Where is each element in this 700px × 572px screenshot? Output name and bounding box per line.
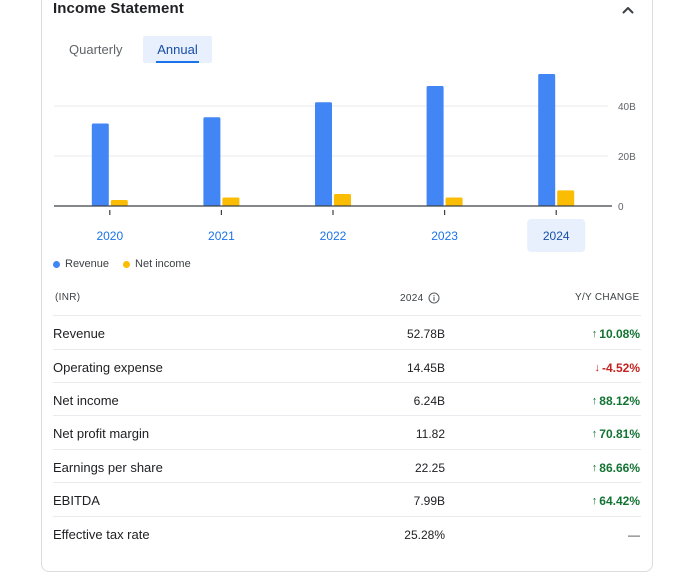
tab-annual-label: Annual [157, 42, 198, 57]
revenue-dot-icon [53, 260, 60, 268]
tab-quarterly[interactable]: Quarterly [69, 42, 123, 57]
income-bar-chart: 0 20B 40B 2020 2021 2022 2023 2024 [54, 74, 636, 252]
revenue-bar[interactable] [203, 117, 221, 206]
row-change-value: 70.81% [599, 427, 640, 441]
row-label: Net income [53, 393, 119, 408]
arrow-up-icon: ↑ [591, 328, 598, 340]
net-income-bar[interactable] [334, 194, 351, 206]
row-change: ↑ 64.42% [592, 494, 640, 508]
x-tick-label[interactable]: 2024 [543, 229, 570, 243]
table-header-year-label: 2024 [400, 292, 424, 304]
arrow-up-icon: ↑ [591, 395, 598, 407]
y-tick-label: 20B [618, 152, 636, 163]
row-change: ↑ 70.81% [592, 427, 640, 441]
x-tick-label[interactable]: 2022 [320, 229, 347, 243]
row-label: Operating expense [53, 360, 163, 375]
row-label: Revenue [53, 326, 106, 341]
row-value: 6.24B [413, 394, 445, 408]
table-row: Net income 6.24B ↑ 88.12% [53, 382, 641, 416]
net-income-bar[interactable] [110, 200, 128, 206]
legend-label-revenue: Revenue [65, 258, 110, 270]
row-label: Effective tax rate [53, 527, 150, 542]
x-tick-label[interactable]: 2021 [208, 229, 235, 243]
arrow-up-icon: ↑ [591, 462, 598, 474]
row-change-value: 86.66% [599, 461, 640, 475]
table-row: Net profit margin 11.82 ↑ 70.81% [53, 415, 641, 449]
row-value: 25.28% [404, 528, 445, 542]
table-row: EBITDA 7.99B ↑ 64.42% [53, 482, 641, 516]
row-value: 11.82 [415, 427, 445, 441]
x-tick-label[interactable]: 2020 [96, 229, 123, 243]
chevron-up-icon[interactable] [620, 2, 636, 18]
legend-item-net-income: Net income [123, 258, 191, 270]
row-value: 14.45B [406, 361, 445, 375]
legend-label-net-income: Net income [135, 258, 191, 270]
net-income-bar[interactable] [557, 190, 575, 206]
legend-item-revenue: Revenue [53, 258, 109, 270]
revenue-bar[interactable] [426, 86, 444, 206]
table-row: Revenue 52.78B ↑ 10.08% [53, 315, 641, 349]
row-change-value: — [628, 528, 640, 542]
net-income-dot-icon [123, 260, 131, 268]
tab-annual[interactable]: Annual [143, 36, 212, 63]
revenue-bar[interactable] [538, 74, 556, 206]
x-tick-label[interactable]: 2023 [431, 229, 458, 243]
row-value: 22.25 [414, 461, 445, 475]
table-row: Operating expense 14.45B ↓ -4.52% [53, 349, 641, 383]
active-tab-indicator [156, 61, 199, 63]
arrow-up-icon: ↑ [591, 428, 598, 440]
row-change-value: 88.12% [599, 394, 640, 408]
arrow-up-icon: ↑ [591, 495, 598, 507]
table-header-year: 2024 [400, 292, 441, 304]
row-change-value: 10.08% [599, 327, 640, 341]
row-change: ↑ 10.08% [592, 327, 640, 341]
chart-legend: Revenue Net income [53, 258, 205, 270]
arrow-down-icon: ↓ [594, 362, 600, 374]
y-tick-label: 40B [618, 102, 636, 113]
row-change-value: 64.42% [599, 494, 640, 508]
selected-year-highlight [527, 219, 586, 252]
revenue-bar[interactable] [315, 102, 332, 206]
net-income-bar[interactable] [445, 197, 463, 207]
row-change: — [628, 528, 640, 542]
row-change-value: -4.52% [601, 361, 640, 375]
row-label: Earnings per share [53, 460, 163, 475]
section-title: Income Statement [53, 0, 184, 17]
net-income-bar[interactable] [222, 197, 240, 207]
row-value: 52.78B [406, 327, 445, 341]
y-tick-label: 0 [618, 202, 624, 213]
row-label: EBITDA [53, 493, 100, 508]
revenue-bar[interactable] [91, 123, 109, 207]
row-label: Net profit margin [53, 426, 150, 441]
table-header-currency: (INR) [55, 292, 81, 303]
row-change: ↑ 88.12% [592, 394, 640, 408]
row-change: ↑ 86.66% [592, 461, 640, 475]
table-row: Effective tax rate 25.28% — [53, 516, 641, 550]
table-row: Earnings per share 22.25 ↑ 86.66% [53, 449, 641, 483]
row-value: 7.99B [413, 494, 445, 508]
info-icon[interactable] [428, 292, 441, 304]
row-change: ↓ -4.52% [594, 361, 640, 375]
table-header-change: Y/Y CHANGE [575, 292, 640, 303]
